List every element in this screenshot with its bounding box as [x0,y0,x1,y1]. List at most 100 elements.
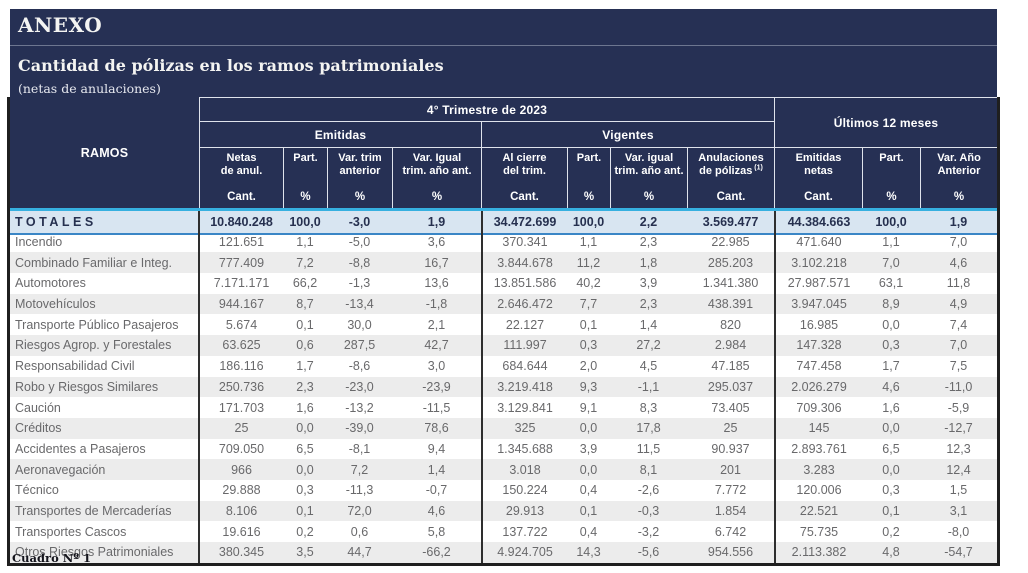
table-row-value: -11,5 [422,400,451,415]
table-row-label: Automotores [10,273,200,294]
table-row-value: 120.006 [774,479,862,501]
table-row-value: 14,3 [567,542,610,563]
table-row-value: 42,7 [392,335,481,356]
table-row-value: -8,1 [348,441,371,456]
table-row-value: 3.018 [481,459,567,480]
table-row-value: -0,7 [425,483,448,498]
table-row-value: 3,9 [639,276,658,291]
table-row-label: Incendio [10,231,200,253]
totals-row-value: 2,2 [610,211,687,235]
table-row-value: 0,3 [567,335,610,356]
table-row-value: -23,9 [392,376,481,398]
table-row-value: 1,7 [882,359,900,374]
table-row-value: 66,2 [292,276,318,291]
table-row-value: 295.037 [687,376,774,398]
table-row-value: 75.735 [774,521,862,542]
table-row-value: 2.893.761 [774,438,862,460]
table-row-value: 0,0 [882,317,900,332]
table-row-label: Caución [10,397,200,418]
table-row-value: 2,3 [610,293,687,315]
table-row-value: 370.341 [481,231,567,253]
table-row-value: 4,5 [639,359,658,374]
table-row-value: 325 [481,417,567,439]
table-row-value: 0,3 [882,483,900,498]
table-row-value: -12,7 [920,417,997,439]
table-row-value: 22.127 [481,314,567,336]
column-header: Part.% [862,148,920,208]
table-row-value: 966 [200,459,283,480]
totals-row-value: 34.472.699 [481,211,567,235]
table-row-value: 25 [687,417,774,439]
table-row-value: 820 [720,317,741,332]
column-header: Al cierre del trim. Cant. [481,148,567,208]
table-row-value: 22.985 [711,235,750,250]
table-row-value: 2.646.472 [481,293,567,315]
table-row-value: -1,8 [392,293,481,315]
table-row-value: 2.026.279 [774,376,862,398]
table-row-value: 1,7 [296,359,314,374]
table-row-value: 3.102.218 [774,252,862,274]
table-row-value: 3,0 [427,359,446,374]
table-row-value: -11,3 [345,483,374,498]
table-row-value: 1,1 [296,235,314,250]
table-header: RAMOS 4° Trimestre de 2023 Últimos 12 me… [10,97,997,208]
table-row-value: 9,3 [567,376,610,398]
table-row-value: 186.116 [219,359,264,374]
column-header: Netas de anul. Cant. [220,152,263,203]
table-row-value: 3.129.841 [481,397,567,418]
table-row-value: 747.458 [774,355,862,377]
table-row-value: 11,2 [567,252,610,274]
column-header: Anulaciones de pólizas (1) Cant. [687,148,774,208]
table-row-value: 3.947.045 [774,293,862,315]
table-row-value: 1,1 [882,235,900,250]
column-header: Part.% [283,148,327,208]
totals-row-value: 100,0 [567,211,610,235]
table-row-value: 0,1 [283,500,327,522]
table-row-value: 5,8 [427,524,446,539]
table-row-value: 27.987.571 [774,273,862,294]
table-row-value: 8,3 [639,400,658,415]
table-row-value: 4,6 [392,500,481,522]
table-row-value: 22.521 [774,500,862,522]
table-row-value: 8,1 [610,459,687,480]
table-row-value: 72,0 [327,500,392,522]
table-row-value: 201 [687,459,774,480]
table-row-value: 0,3 [862,335,920,356]
table-row-value: 150.224 [481,479,567,501]
table-title: Cantidad de pólizas en los ramos patrimo… [18,56,444,75]
table-row-value: 1,1 [579,235,598,250]
table-row-value: 3,5 [283,542,327,563]
table-row-value: 1,4 [639,317,658,332]
table-row-value: -66,2 [392,542,481,563]
table-row-value: 13,6 [424,276,449,291]
table-row-value: 709.050 [218,441,265,456]
table-row-value: 147.328 [774,335,862,356]
table-row-value: 7,4 [949,317,968,332]
totals-row-value: 10.840.248 [200,211,283,235]
table-row-value: 3.219.418 [481,376,567,398]
table-row-value: -1,3 [348,276,371,291]
table-row-value: 7,2 [327,459,392,480]
table-row-value: 0,1 [567,500,610,522]
table-row-value: 1.341.380 [702,276,759,291]
table-row-value: 287,5 [327,335,392,356]
table-row-label: Motovehículos [10,293,200,315]
table-row-value: 19.616 [222,524,261,539]
totals-row-value: 100,0 [862,211,920,235]
table-row-value: 0,4 [579,483,598,498]
table-row-value: 7.171.171 [213,276,270,291]
table-row-value: 25 [200,417,283,439]
title-divider [10,45,997,46]
table-row-value: 1,4 [392,459,481,480]
table-row-value: 777.409 [200,252,283,274]
table-row-value: 11,5 [636,441,661,456]
table-row-value: 44,7 [327,542,392,563]
table-body: TOTALES 10.840.248 100,0 -3,0 1,9 34.472.699 1… [10,211,997,563]
table-row-value: 1,8 [610,252,687,274]
table-row-value: 29.888 [222,483,261,498]
table-row-value: 6,5 [296,441,314,456]
table-row-value: 0,6 [283,335,327,356]
table-row-value: 4,6 [920,252,997,274]
table-row-value: -3,2 [637,524,660,539]
table-row-value: 3.283 [774,459,862,480]
